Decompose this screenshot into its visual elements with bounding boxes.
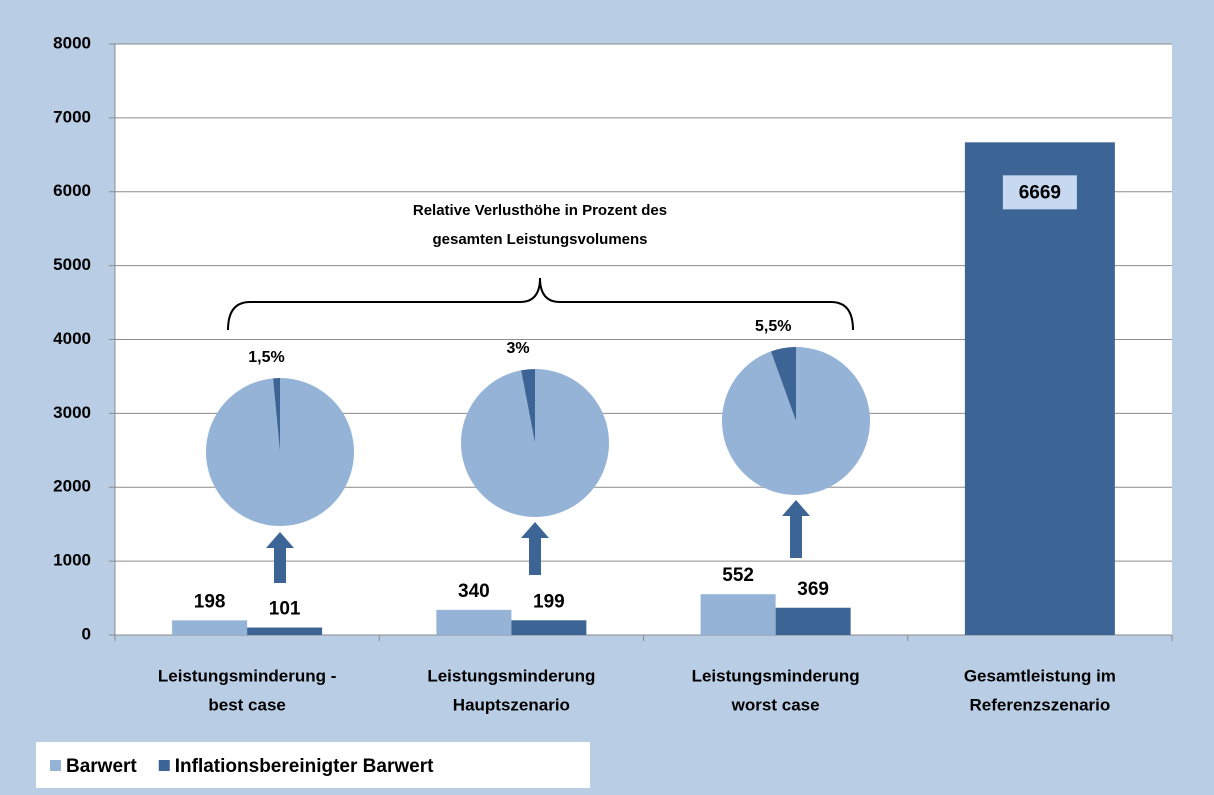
value-label: 198 <box>194 591 226 612</box>
pie-label: 3% <box>506 340 529 357</box>
value-label: 340 <box>458 581 490 602</box>
x-tick-label: worst case <box>731 695 820 714</box>
bar <box>511 620 587 635</box>
y-tick-label: 0 <box>82 624 91 643</box>
legend-label: Barwert <box>66 756 137 777</box>
y-tick-label: 1000 <box>53 551 91 570</box>
value-label: 101 <box>269 599 301 620</box>
pie-rest <box>205 378 354 526</box>
y-tick-label: 7000 <box>53 107 91 126</box>
y-tick-label: 5000 <box>53 255 91 274</box>
arrow <box>521 522 549 575</box>
value-label: 552 <box>722 565 754 586</box>
y-tick-label: 6000 <box>53 181 91 200</box>
arrow <box>266 532 294 583</box>
pie-slice <box>273 377 280 452</box>
bar <box>172 620 248 635</box>
legend <box>36 742 590 788</box>
x-tick-label: Leistungsminderung <box>692 666 860 685</box>
bar <box>247 627 323 635</box>
x-tick-label: Hauptszenario <box>453 695 570 714</box>
arrow <box>782 500 810 558</box>
value-label-box <box>1002 175 1077 210</box>
pie-label: 5,5% <box>755 318 791 335</box>
legend-swatch <box>50 760 61 771</box>
bar <box>775 607 851 635</box>
bar <box>964 142 1115 635</box>
legend-swatch <box>158 760 170 771</box>
bracket <box>227 277 854 331</box>
value-label: 199 <box>533 591 565 612</box>
y-tick-label: 3000 <box>53 403 91 422</box>
pie-slice <box>521 369 535 443</box>
pie-label: 1,5% <box>248 349 284 366</box>
y-tick-label: 8000 <box>53 33 91 52</box>
y-tick-label: 2000 <box>53 477 91 496</box>
value-label: 6669 <box>1019 182 1061 203</box>
x-tick-label: best case <box>208 695 286 714</box>
x-tick-label: Gesamtleistung im <box>964 666 1116 685</box>
value-label: 369 <box>797 579 829 600</box>
bar <box>700 594 776 635</box>
annotation: Relative Verlusthöhe in Prozent des <box>413 202 667 219</box>
bar <box>436 609 512 635</box>
annotation: gesamten Leistungsvolumens <box>432 231 647 248</box>
x-tick-label: Leistungsminderung <box>427 666 595 685</box>
legend-label: Inflationsbereinigter Barwert <box>175 756 434 777</box>
y-tick-label: 4000 <box>53 329 91 348</box>
pie-slice <box>770 347 796 421</box>
x-tick-label: Leistungsminderung - <box>158 666 337 685</box>
x-tick-label: Referenzszenario <box>969 695 1110 714</box>
